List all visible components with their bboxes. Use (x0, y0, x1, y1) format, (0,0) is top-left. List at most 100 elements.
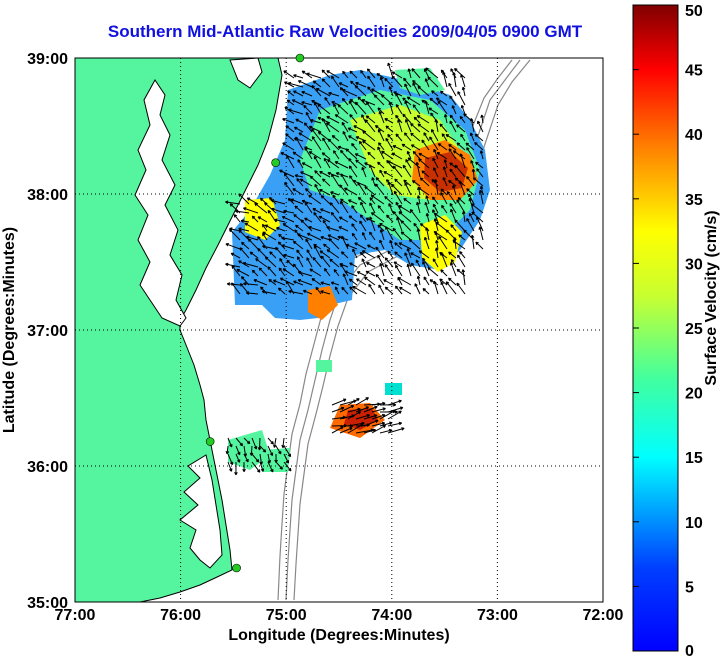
velocity-arrow (257, 216, 268, 223)
velocity-arrow (277, 241, 286, 250)
velocity-arrow (379, 403, 397, 407)
velocity-arrow (330, 75, 340, 88)
velocity-arrow (418, 158, 430, 169)
velocity-arrow (302, 289, 313, 295)
velocity-arrow (469, 118, 475, 133)
velocity-arrow (308, 151, 322, 160)
velocity-arrow (397, 277, 412, 286)
velocity-arrow (371, 177, 376, 187)
velocity-arrow (348, 215, 358, 223)
velocity-arrow (475, 161, 484, 169)
velocity-arrow (429, 97, 439, 106)
velocity-arrow (267, 445, 274, 456)
velocity-arrow (416, 195, 421, 205)
velocity-arrow (321, 152, 331, 160)
y-tick-label: 36:00 (27, 459, 68, 476)
velocity-arrow (401, 143, 412, 151)
x-axis-label: Longitude (Degrees:Minutes) (228, 627, 449, 644)
velocity-arrow (345, 243, 358, 250)
velocity-arrow (327, 234, 340, 241)
velocity-arrow (301, 100, 313, 106)
velocity-arrow (292, 240, 304, 250)
x-tick-labels: 77:00 76:00 75:00 74:00 73:00 72:00 (55, 607, 624, 624)
velocity-arrow (371, 424, 387, 434)
velocity-arrow (417, 123, 430, 133)
velocity-arrow (475, 241, 484, 250)
colorbar-tick-label: 5 (685, 579, 694, 596)
velocity-arrow (448, 82, 457, 97)
velocity-arrow (414, 283, 421, 295)
velocity-arrow (318, 215, 331, 223)
velocity-arrow (227, 437, 233, 448)
velocity-arrow (360, 69, 367, 79)
velocity-arrow (449, 262, 457, 277)
velocity-arrow (376, 73, 385, 79)
velocity-arrow (225, 262, 241, 268)
velocity-arrow (239, 247, 250, 259)
velocity-arrow (243, 207, 259, 214)
velocity-arrow (340, 173, 349, 187)
velocity-arrow (345, 148, 358, 160)
velocity-arrow (383, 279, 394, 286)
velocity-arrow (230, 252, 241, 259)
velocity-arrow (477, 120, 484, 133)
velocity-arrow (387, 427, 405, 434)
velocity-arrow (359, 251, 367, 259)
velocity-arrow (478, 226, 484, 241)
velocity-arrow (431, 178, 439, 187)
velocity-arrow (472, 177, 484, 187)
velocity-arrow (251, 461, 261, 473)
velocity-arrow (435, 97, 448, 106)
velocity-arrow (357, 182, 367, 196)
velocity-arrow (340, 263, 349, 277)
velocity-arrow (395, 114, 403, 124)
velocity-arrow (430, 129, 439, 142)
velocity-arrow (394, 242, 403, 250)
velocity-arrow (422, 261, 430, 277)
velocity-arrow (393, 190, 403, 205)
velocity-arrow (458, 234, 466, 241)
velocity-arrow (391, 75, 403, 88)
velocity-arrow (402, 164, 412, 178)
velocity-arrow (365, 270, 376, 277)
velocity-arrow (287, 81, 304, 88)
velocity-arrow (262, 231, 277, 241)
velocity-arrow (274, 218, 286, 223)
velocity-arrow (321, 117, 331, 133)
velocity-arrow (293, 280, 304, 286)
velocity-arrow (244, 222, 259, 232)
velocity-arrow (355, 159, 367, 169)
velocity-arrow (292, 90, 304, 97)
velocity-arrow (225, 242, 241, 250)
velocity-arrow (406, 150, 412, 160)
velocity-arrow (385, 226, 394, 241)
velocity-arrow (470, 160, 475, 169)
velocity-arrow (404, 100, 412, 115)
velocity-arrow (374, 183, 385, 196)
velocity-arrow (400, 231, 412, 241)
colorbar-gradient (632, 4, 679, 652)
velocity-arrow (267, 453, 272, 464)
velocity-arrow (450, 259, 457, 268)
velocity-arrow (241, 241, 250, 250)
radar-station-marker (232, 563, 241, 573)
velocity-arrow (229, 228, 241, 241)
velocity-arrow (387, 181, 394, 196)
velocity-arrow (395, 92, 403, 106)
velocity-arrow (287, 197, 295, 205)
velocity-arrow (381, 150, 394, 160)
velocity-arrow (323, 157, 331, 169)
velocity-arrow (386, 214, 394, 223)
velocity-arrow (369, 216, 376, 232)
velocity-arrow (434, 247, 439, 259)
velocity-arrow (404, 119, 412, 133)
velocity-arrow (349, 70, 358, 79)
velocity-arrow (317, 103, 331, 115)
x-tick-label: 77:00 (55, 607, 96, 624)
colorbar-tick-label: 50 (685, 3, 703, 20)
velocity-arrow (408, 238, 421, 250)
velocity-arrow (460, 133, 466, 142)
velocity-arrow (379, 262, 385, 277)
velocity-arrow (225, 200, 241, 205)
velocity-arrow (292, 188, 304, 196)
